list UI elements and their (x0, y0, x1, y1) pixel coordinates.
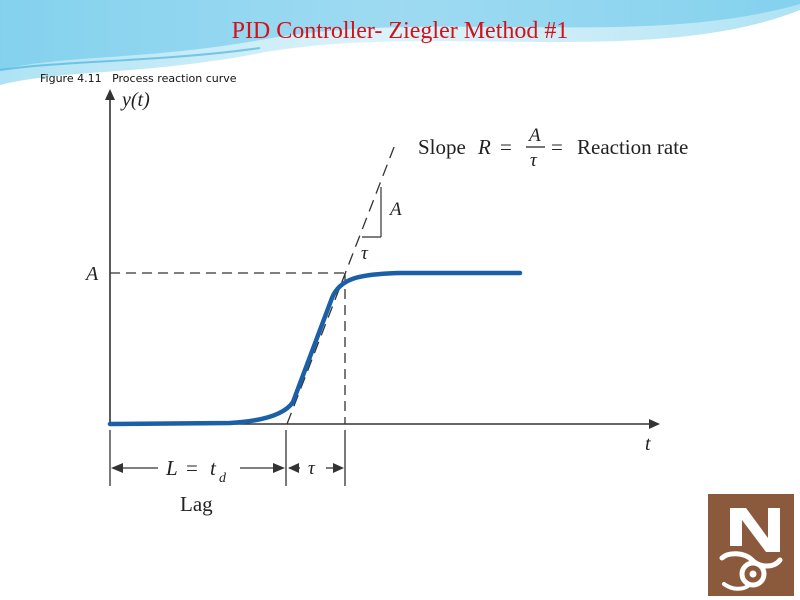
response-curve (107, 270, 523, 427)
x-axis-arrowhead (649, 419, 660, 429)
figure-panel (87, 87, 707, 515)
lag-label-equals: = (186, 456, 198, 480)
header-wave-decoration (0, 0, 800, 85)
triangle-rise-label: A (388, 199, 402, 220)
lag-label-L: L (165, 456, 178, 480)
tau-arrow-right-head (333, 463, 344, 473)
lag-arrow-left-head (111, 463, 123, 473)
slope-equals: = (500, 135, 512, 159)
x-axis-label: t (645, 433, 651, 455)
institution-logo-icon (708, 494, 794, 596)
tangent-slope-line (286, 141, 397, 425)
slope-denominator: τ (530, 150, 538, 171)
lag-word: Lag (180, 492, 213, 516)
slope-variable: R (477, 135, 491, 159)
lag-arrow-right-head (273, 463, 285, 473)
lag-label-subscript: d (219, 471, 227, 486)
slope-text-prefix: Slope (418, 135, 466, 159)
slope-text-suffix: Reaction rate (577, 135, 688, 159)
tau-arrow-left-head (288, 463, 299, 473)
y-axis-label: y(t) (120, 89, 150, 111)
y-axis-arrowhead (105, 89, 115, 100)
tau-label: τ (308, 458, 316, 479)
figure-caption: Figure 4.11 Process reaction curve (40, 72, 237, 85)
level-label: A (84, 263, 99, 285)
slide-title: PID Controller- Ziegler Method #1 (231, 18, 569, 44)
triangle-run-label: τ (361, 243, 369, 264)
lag-label-t: t (210, 456, 217, 480)
slope-numerator: A (527, 125, 541, 146)
slope-equals-second: = (551, 135, 563, 159)
